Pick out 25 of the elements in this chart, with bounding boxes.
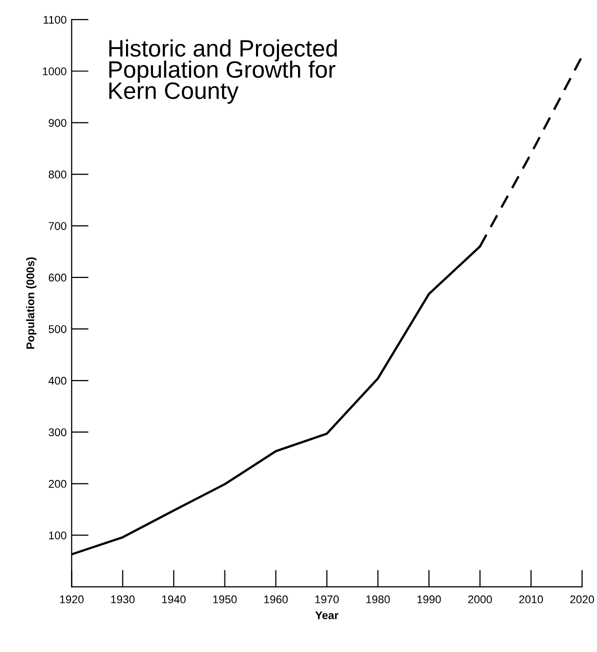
y-tick-label: 400 [48,376,66,385]
x-tick-label: 1930 [111,595,135,604]
x-tick-label: 1980 [366,595,390,604]
y-tick-label: 500 [48,325,66,334]
y-tick-label: 100 [49,532,66,540]
y-tick-label: 300 [48,428,66,436]
y-tick-label: 600 [48,274,66,282]
y-tick-label: 1100 [44,16,66,24]
x-tick-label: 1940 [162,595,186,604]
x-tick-label: 2020 [570,595,594,604]
text: Historic and Projected Population Growth for Kern County [109,39,337,104]
y-tick-label: 1000 [42,67,66,76]
y-tick-label: 700 [48,222,66,230]
y-tick-label: 900 [48,118,66,127]
x-tick-label: 1960 [264,595,288,604]
x-tick-label: 1970 [315,595,339,604]
x-tick-label: 1990 [417,595,441,604]
y-tick-label: 200 [48,480,66,488]
y-tick-label: 800 [48,170,66,178]
x-tick-label: 1950 [213,595,237,604]
x-axis-title: Year [315,611,338,620]
x-tick-label: 1920 [60,595,84,604]
x-tick-label: 2010 [519,595,543,604]
y-axis-title: Population (000s) [26,257,37,349]
x-tick-label: 2000 [468,595,492,604]
